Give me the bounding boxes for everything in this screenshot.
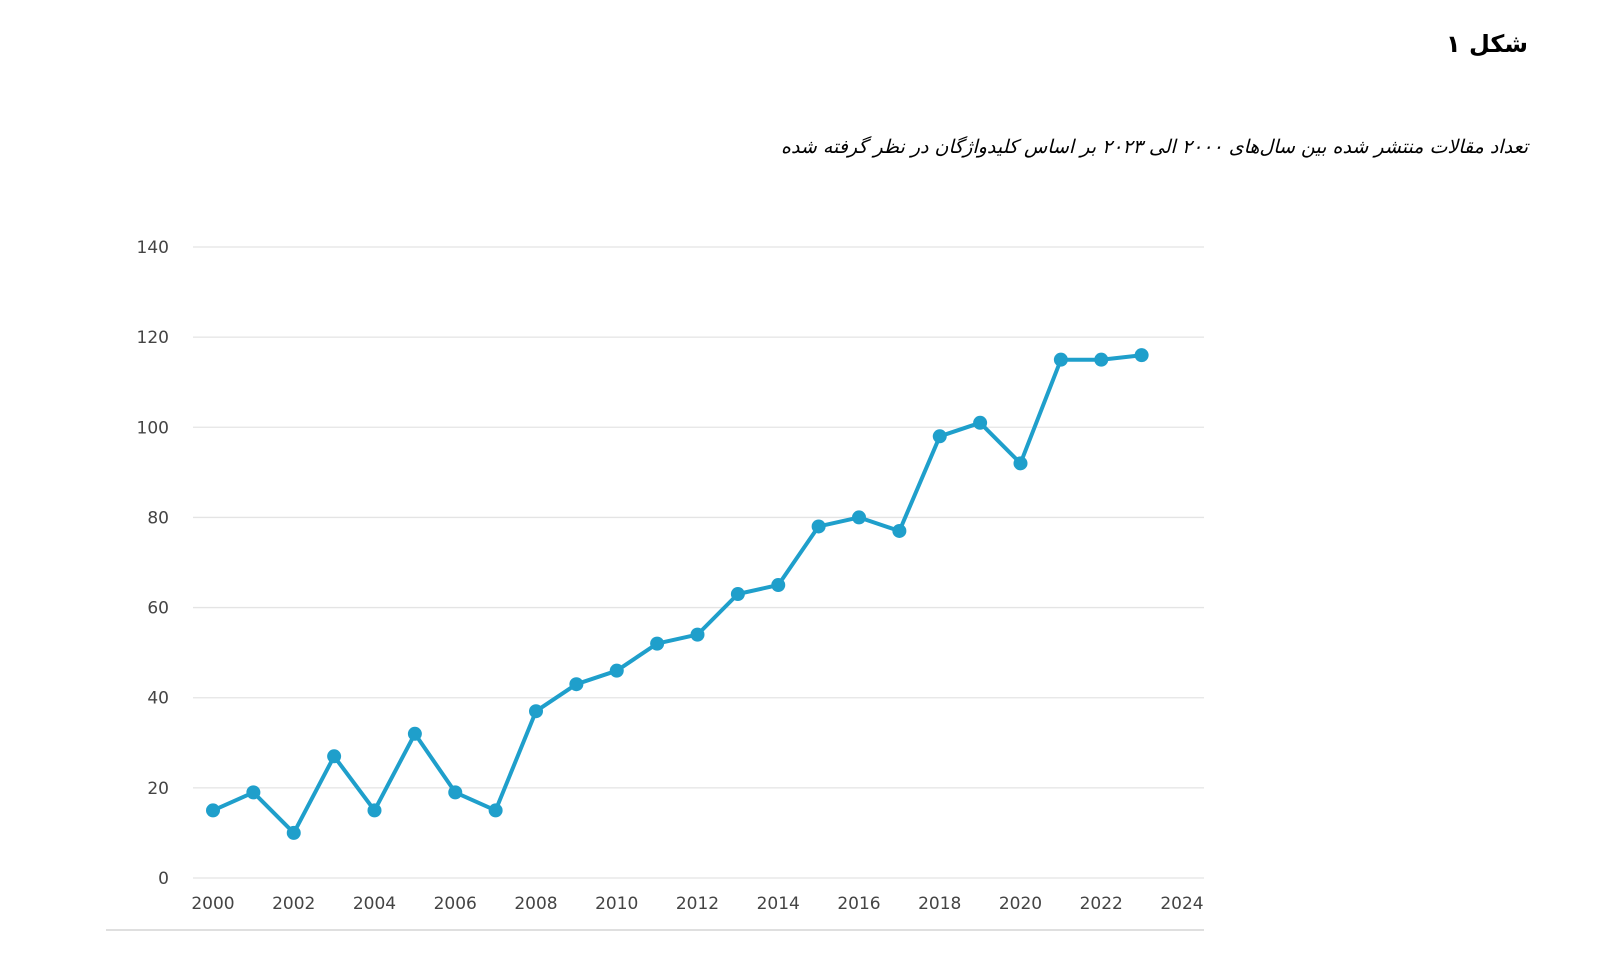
x-axis-tick-labels: 2000 2002 2004 2006 2008 2010 2012 2014 2016 2018… xyxy=(191,894,1203,914)
x-tick-label: 2010 xyxy=(595,894,638,914)
data-point-2018 xyxy=(932,429,947,444)
y-tick-label: 140 xyxy=(137,238,169,258)
data-point-2014 xyxy=(771,578,786,593)
x-tick-label: 2000 xyxy=(191,894,234,914)
figure-caption: تعداد مقالات منتشر شده بین سال‌های ۲۰۰۰ … xyxy=(780,136,1528,158)
y-tick-label: 100 xyxy=(137,418,169,438)
x-tick-label: 2008 xyxy=(514,894,557,914)
y-tick-label: 20 xyxy=(147,779,169,799)
y-tick-label: 120 xyxy=(137,328,169,348)
figure-label: شکل ۱ xyxy=(1446,30,1528,58)
x-tick-label: 2024 xyxy=(1160,894,1203,914)
x-tick-label: 2006 xyxy=(434,894,477,914)
data-point-2009 xyxy=(569,677,584,692)
data-point-2020 xyxy=(1013,456,1028,471)
data-point-2000 xyxy=(206,803,220,818)
y-tick-label: 40 xyxy=(147,689,169,709)
x-tick-label: 2022 xyxy=(1080,894,1123,914)
x-tick-label: 2018 xyxy=(918,894,961,914)
x-tick-label: 2016 xyxy=(837,894,880,914)
data-point-2013 xyxy=(730,587,745,602)
series-count-points xyxy=(206,348,1149,840)
data-point-2016 xyxy=(852,510,866,525)
data-point-2005 xyxy=(407,726,422,741)
data-point-2022 xyxy=(1094,352,1109,367)
data-point-2006 xyxy=(448,785,463,800)
y-tick-label: 60 xyxy=(147,599,169,619)
data-point-2021 xyxy=(1053,352,1068,367)
x-tick-label: 2004 xyxy=(353,894,396,914)
data-point-2004 xyxy=(367,803,382,818)
y-tick-label: 0 xyxy=(158,869,169,889)
data-point-2002 xyxy=(286,825,301,840)
y-tick-label: 80 xyxy=(147,508,169,528)
data-point-2023 xyxy=(1134,348,1149,363)
data-point-2011 xyxy=(650,636,665,651)
data-point-2015 xyxy=(811,519,826,534)
series-count xyxy=(211,353,1144,835)
x-tick-label: 2012 xyxy=(676,894,719,914)
data-point-2017 xyxy=(892,523,907,538)
series-line xyxy=(211,353,1144,835)
x-tick-label: 2002 xyxy=(272,894,315,914)
y-axis-tick-labels: 0 20 40 60 80 100 120 140 xyxy=(137,238,169,889)
data-point-2008 xyxy=(529,704,543,719)
x-tick-label: 2014 xyxy=(757,894,800,914)
data-point-2012 xyxy=(690,627,705,642)
data-point-2003 xyxy=(327,749,342,764)
data-point-2019 xyxy=(973,415,988,430)
data-point-2007 xyxy=(488,803,503,818)
gridlines xyxy=(106,246,1204,931)
data-point-2010 xyxy=(609,663,624,678)
x-tick-label: 2020 xyxy=(999,894,1042,914)
data-point-2001 xyxy=(246,785,261,800)
